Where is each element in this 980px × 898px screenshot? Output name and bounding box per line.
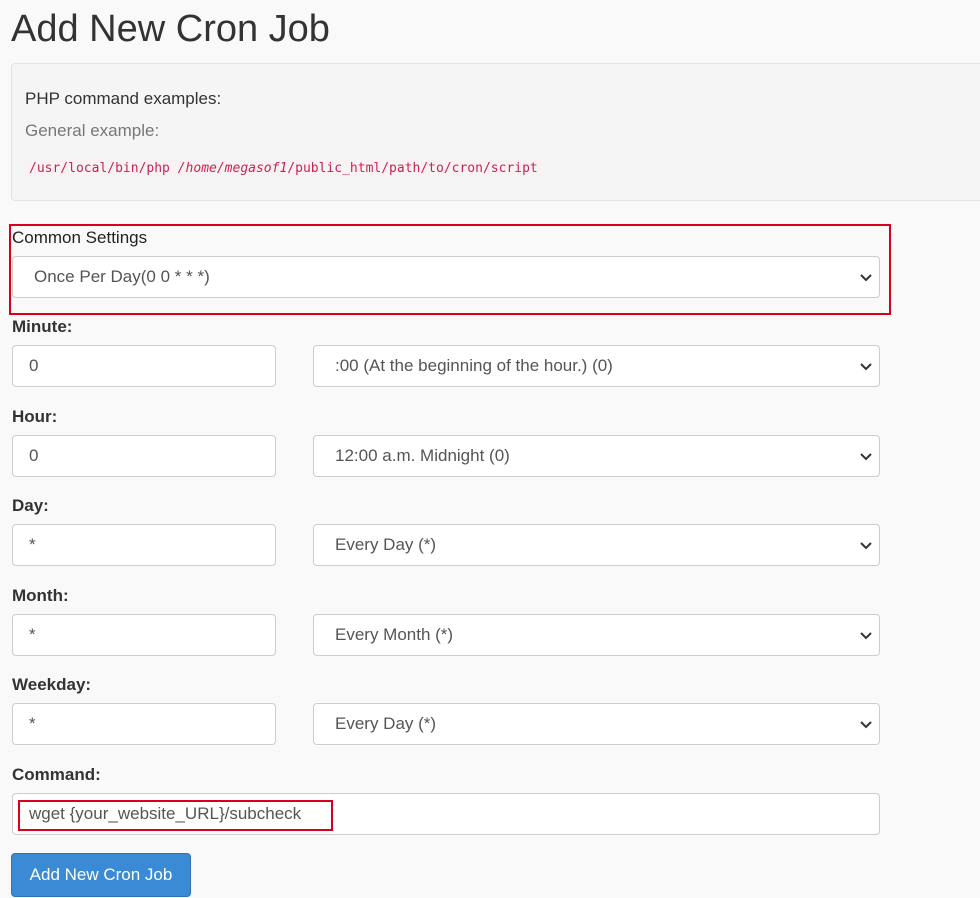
command-label: Command:	[12, 765, 101, 784]
minute-label: Minute:	[12, 317, 73, 336]
chevron-down-icon	[860, 542, 872, 550]
month-input[interactable]: *	[12, 613, 276, 656]
month-label: Month:	[12, 585, 69, 605]
example-command: /usr/local/bin/php /home/megasof1/public…	[25, 159, 542, 178]
hour-select-value: 12:00 a.m. Midnight (0)	[335, 445, 510, 465]
minute-select-value: :00 (At the beginning of the hour.) (0)	[335, 356, 613, 375]
day-select[interactable]: Every Day (*)	[313, 524, 880, 566]
minute-select[interactable]: :00 (At the beginning of the hour.) (0)	[313, 345, 880, 387]
add-cron-job-button[interactable]: Add New Cron Job	[11, 853, 191, 897]
common-settings-select[interactable]: Once Per Day(0 0 * * *)	[12, 256, 880, 298]
code-suffix: /public_html/path/to/cron/script	[287, 161, 538, 176]
weekday-input-value: *	[29, 714, 36, 733]
examples-subheading: General example:	[25, 121, 160, 140]
common-settings-value: Once Per Day(0 0 * * *)	[34, 267, 210, 286]
hour-label: Hour:	[12, 406, 58, 426]
command-input[interactable]: wget {your_website_URL}/subcheck	[12, 793, 880, 835]
weekday-select-value: Every Day (*)	[335, 714, 437, 733]
examples-heading: PHP command examples:	[25, 89, 222, 108]
minute-input-value: 0	[29, 356, 39, 375]
command-value: wget {your_website_URL}/subcheck	[29, 804, 302, 823]
month-select[interactable]: Every Month (*)	[313, 613, 880, 656]
common-settings-label: Common Settings	[12, 228, 148, 247]
command-highlight	[18, 800, 333, 831]
day-input[interactable]: *	[12, 524, 276, 566]
day-label: Day:	[12, 496, 49, 515]
common-settings-highlight	[9, 224, 891, 315]
day-select-value: Every Day (*)	[335, 535, 437, 554]
hour-input[interactable]: 0	[12, 434, 276, 477]
day-input-value: *	[29, 535, 36, 554]
month-input-value: *	[29, 624, 36, 644]
page-title: Add New Cron Job	[11, 8, 330, 50]
chevron-down-icon	[860, 721, 872, 729]
hour-select[interactable]: 12:00 a.m. Midnight (0)	[313, 434, 880, 477]
weekday-select[interactable]: Every Day (*)	[313, 703, 880, 745]
chevron-down-icon	[860, 363, 872, 371]
code-prefix: /usr/local/bin/php	[29, 161, 178, 176]
weekday-input[interactable]: *	[12, 703, 276, 745]
chevron-down-icon	[860, 452, 872, 460]
code-home: /home/megasof1	[177, 161, 288, 176]
minute-input[interactable]: 0	[12, 345, 276, 387]
chevron-down-icon	[860, 631, 872, 639]
month-select-value: Every Month (*)	[335, 624, 454, 644]
chevron-down-icon	[860, 274, 872, 282]
weekday-label: Weekday:	[12, 675, 92, 694]
php-examples-panel: PHP command examples: General example: /…	[11, 63, 980, 201]
hour-input-value: 0	[29, 445, 39, 465]
